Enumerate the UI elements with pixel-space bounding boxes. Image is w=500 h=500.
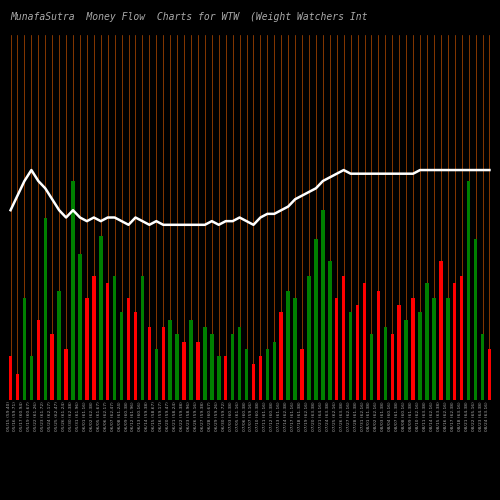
Bar bbox=[439, 262, 442, 400]
Bar bbox=[210, 334, 214, 400]
Bar bbox=[72, 181, 75, 400]
Bar bbox=[224, 356, 228, 400]
Bar bbox=[460, 276, 464, 400]
Bar bbox=[453, 283, 456, 400]
Text: (Weight Watchers Int: (Weight Watchers Int bbox=[250, 12, 368, 22]
Bar bbox=[308, 276, 310, 400]
Bar bbox=[168, 320, 172, 400]
Bar bbox=[356, 305, 360, 400]
Bar bbox=[22, 298, 26, 400]
Bar bbox=[99, 236, 102, 400]
Bar bbox=[300, 349, 304, 400]
Bar bbox=[363, 283, 366, 400]
Bar bbox=[162, 327, 165, 400]
Bar bbox=[252, 364, 255, 400]
Bar bbox=[314, 240, 318, 400]
Bar bbox=[404, 320, 408, 400]
Bar bbox=[425, 283, 428, 400]
Bar bbox=[481, 334, 484, 400]
Bar bbox=[106, 283, 110, 400]
Bar bbox=[36, 320, 40, 400]
Bar bbox=[467, 181, 470, 400]
Bar bbox=[390, 334, 394, 400]
Bar bbox=[272, 342, 276, 400]
Bar bbox=[370, 334, 373, 400]
Bar bbox=[58, 290, 61, 400]
Bar bbox=[9, 356, 13, 400]
Bar bbox=[328, 262, 332, 400]
Bar bbox=[203, 327, 206, 400]
Bar bbox=[432, 298, 436, 400]
Bar bbox=[140, 276, 144, 400]
Text: MunafaSutra  Money Flow  Charts for WTW: MunafaSutra Money Flow Charts for WTW bbox=[10, 12, 239, 22]
Bar bbox=[148, 327, 151, 400]
Bar bbox=[120, 312, 124, 400]
Bar bbox=[190, 320, 192, 400]
Bar bbox=[384, 327, 387, 400]
Bar bbox=[217, 356, 220, 400]
Bar bbox=[50, 334, 54, 400]
Bar bbox=[294, 298, 297, 400]
Bar bbox=[245, 349, 248, 400]
Bar bbox=[30, 356, 33, 400]
Bar bbox=[258, 356, 262, 400]
Bar bbox=[266, 349, 269, 400]
Bar bbox=[488, 349, 491, 400]
Bar bbox=[134, 312, 137, 400]
Bar bbox=[154, 349, 158, 400]
Bar bbox=[321, 210, 324, 400]
Bar bbox=[182, 342, 186, 400]
Bar bbox=[127, 298, 130, 400]
Bar bbox=[113, 276, 116, 400]
Bar bbox=[196, 342, 200, 400]
Bar bbox=[446, 298, 450, 400]
Bar bbox=[92, 276, 96, 400]
Bar bbox=[412, 298, 415, 400]
Bar bbox=[16, 374, 19, 400]
Bar bbox=[418, 312, 422, 400]
Bar bbox=[78, 254, 82, 400]
Bar bbox=[349, 312, 352, 400]
Bar bbox=[398, 305, 401, 400]
Bar bbox=[286, 290, 290, 400]
Bar bbox=[238, 327, 242, 400]
Bar bbox=[474, 240, 478, 400]
Bar bbox=[335, 298, 338, 400]
Bar bbox=[176, 334, 179, 400]
Bar bbox=[64, 349, 68, 400]
Bar bbox=[85, 298, 88, 400]
Bar bbox=[376, 290, 380, 400]
Bar bbox=[280, 312, 283, 400]
Bar bbox=[44, 218, 47, 400]
Bar bbox=[342, 276, 345, 400]
Bar bbox=[231, 334, 234, 400]
